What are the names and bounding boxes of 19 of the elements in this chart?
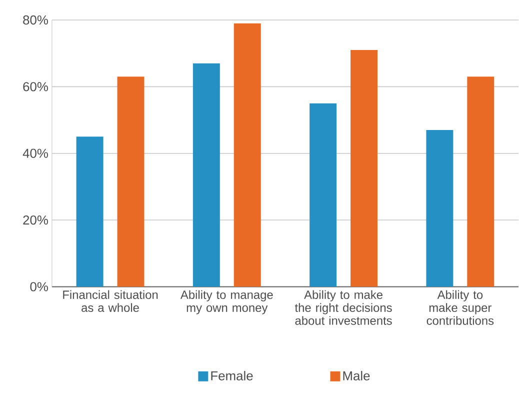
y-tick-label: 20%	[23, 216, 48, 225]
legend-label: Male	[343, 371, 370, 381]
y-tick-label: 40%	[22, 148, 48, 158]
bar	[117, 76, 144, 287]
bar	[192, 64, 220, 287]
x-tick-label: Ability to make super contributions	[426, 290, 494, 326]
y-tick-label: 60%	[23, 82, 48, 92]
bar	[310, 104, 337, 287]
legend-label: Female	[211, 371, 253, 381]
x-tick-label: Financial situation as a whole	[63, 290, 158, 312]
bar	[350, 50, 378, 287]
y-tick-label: 80%	[23, 16, 48, 25]
x-tick-label: Ability to manage my own money	[180, 290, 273, 315]
bar	[234, 24, 261, 287]
bar	[426, 130, 454, 287]
bar	[467, 76, 494, 287]
y-tick-label: 0%	[30, 282, 48, 292]
bar	[76, 136, 104, 287]
x-tick-label: Ability to make the right decisions about investments	[294, 290, 392, 326]
